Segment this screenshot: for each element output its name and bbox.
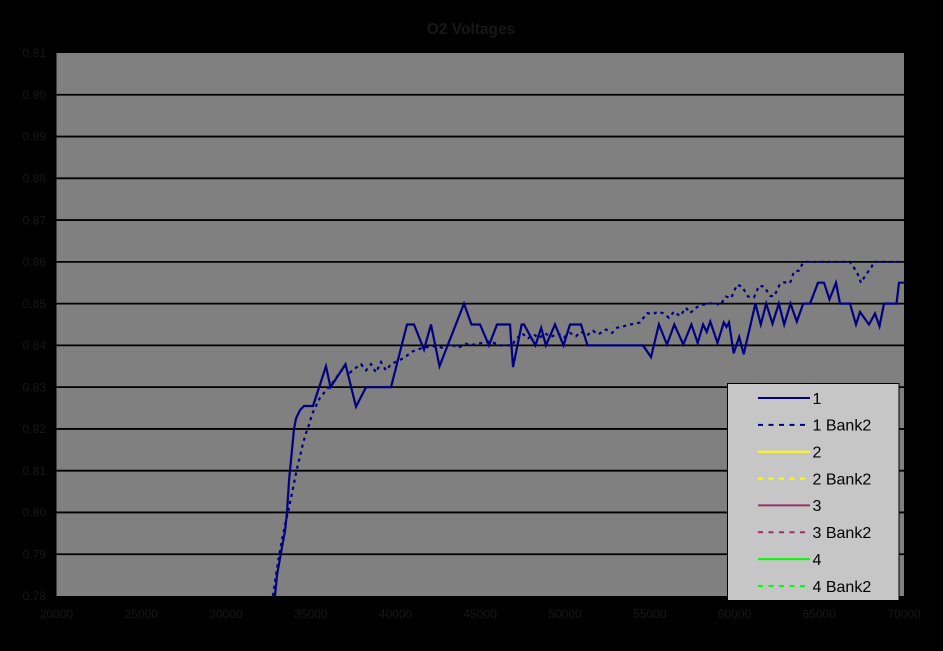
svg-text:3: 3 [813, 498, 822, 515]
svg-text:55000: 55000 [633, 607, 667, 621]
svg-text:50000: 50000 [548, 607, 582, 621]
svg-text:2: 2 [813, 445, 822, 462]
svg-text:0.78: 0.78 [23, 589, 47, 603]
svg-text:65000: 65000 [803, 607, 837, 621]
svg-text:35000: 35000 [294, 607, 328, 621]
svg-text:40000: 40000 [379, 607, 413, 621]
svg-text:2 Bank2: 2 Bank2 [813, 471, 872, 488]
svg-text:45000: 45000 [464, 607, 498, 621]
svg-text:0.79: 0.79 [23, 547, 47, 561]
svg-text:4 Bank2: 4 Bank2 [813, 579, 872, 596]
svg-text:O2 Voltages: O2 Voltages [427, 21, 515, 38]
svg-text:0.80: 0.80 [23, 506, 47, 520]
svg-text:0.84: 0.84 [23, 339, 47, 353]
svg-text:0.86: 0.86 [23, 255, 47, 269]
svg-text:1: 1 [813, 391, 822, 408]
svg-text:1 Bank2: 1 Bank2 [813, 418, 872, 435]
svg-text:0.83: 0.83 [23, 380, 47, 394]
svg-text:3 Bank2: 3 Bank2 [813, 525, 872, 542]
svg-text:0.88: 0.88 [23, 172, 47, 186]
svg-text:30000: 30000 [209, 607, 243, 621]
svg-text:20000: 20000 [40, 607, 74, 621]
svg-text:4: 4 [813, 552, 822, 569]
svg-text:0.91: 0.91 [23, 46, 47, 60]
svg-text:70000: 70000 [887, 607, 921, 621]
svg-text:25000: 25000 [125, 607, 159, 621]
svg-text:0.81: 0.81 [23, 464, 47, 478]
svg-text:0.82: 0.82 [23, 422, 47, 436]
svg-text:60000: 60000 [718, 607, 752, 621]
svg-text:0.87: 0.87 [23, 213, 47, 227]
svg-text:0.89: 0.89 [23, 130, 47, 144]
svg-text:0.90: 0.90 [23, 88, 47, 102]
svg-text:0.85: 0.85 [23, 297, 47, 311]
